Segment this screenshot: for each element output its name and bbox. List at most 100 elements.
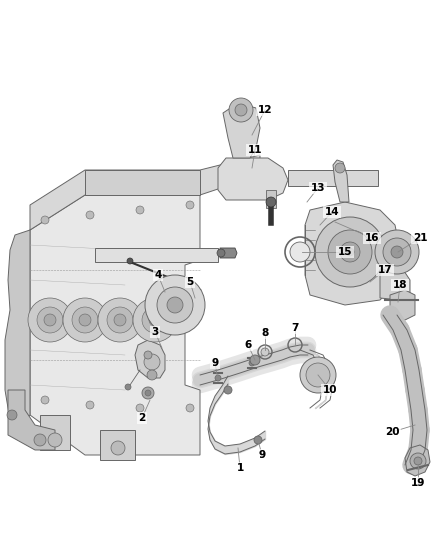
Circle shape bbox=[147, 370, 157, 380]
Circle shape bbox=[217, 249, 225, 257]
Text: 14: 14 bbox=[325, 207, 339, 217]
Circle shape bbox=[98, 298, 142, 342]
Text: 15: 15 bbox=[338, 247, 352, 257]
Polygon shape bbox=[135, 340, 165, 378]
Text: 8: 8 bbox=[261, 328, 268, 338]
Text: 20: 20 bbox=[385, 427, 399, 437]
Circle shape bbox=[249, 360, 255, 366]
Circle shape bbox=[28, 298, 72, 342]
Text: 10: 10 bbox=[323, 385, 337, 395]
Text: 11: 11 bbox=[248, 145, 262, 155]
Circle shape bbox=[167, 297, 183, 313]
Circle shape bbox=[186, 404, 194, 412]
Text: 16: 16 bbox=[365, 233, 379, 243]
Circle shape bbox=[254, 436, 262, 444]
Text: 13: 13 bbox=[311, 183, 325, 193]
Circle shape bbox=[250, 355, 260, 365]
Polygon shape bbox=[405, 445, 430, 476]
Text: 9: 9 bbox=[258, 450, 265, 460]
Circle shape bbox=[136, 404, 144, 412]
Polygon shape bbox=[5, 230, 30, 430]
Circle shape bbox=[266, 197, 276, 207]
Circle shape bbox=[136, 206, 144, 214]
Circle shape bbox=[229, 98, 253, 122]
Circle shape bbox=[86, 401, 94, 409]
Text: 9: 9 bbox=[212, 358, 219, 368]
Text: 9: 9 bbox=[212, 358, 219, 368]
Circle shape bbox=[133, 298, 177, 342]
Text: 2: 2 bbox=[138, 413, 145, 423]
Circle shape bbox=[149, 314, 161, 326]
Circle shape bbox=[375, 230, 419, 274]
Text: 4: 4 bbox=[154, 270, 162, 280]
Text: 18: 18 bbox=[393, 280, 407, 290]
Text: 3: 3 bbox=[152, 327, 159, 337]
Circle shape bbox=[145, 390, 151, 396]
Text: 19: 19 bbox=[411, 478, 425, 488]
Text: 2: 2 bbox=[138, 413, 145, 423]
Polygon shape bbox=[380, 265, 410, 300]
Circle shape bbox=[383, 238, 411, 266]
Polygon shape bbox=[8, 390, 55, 450]
Circle shape bbox=[111, 441, 125, 455]
Polygon shape bbox=[305, 202, 400, 305]
Circle shape bbox=[72, 307, 98, 333]
Circle shape bbox=[142, 307, 168, 333]
Polygon shape bbox=[390, 290, 415, 320]
Circle shape bbox=[48, 433, 62, 447]
Circle shape bbox=[41, 396, 49, 404]
Circle shape bbox=[335, 163, 345, 173]
Text: 21: 21 bbox=[413, 233, 427, 243]
Text: 3: 3 bbox=[152, 327, 159, 337]
Polygon shape bbox=[220, 248, 237, 258]
Text: 21: 21 bbox=[413, 233, 427, 243]
Text: 10: 10 bbox=[323, 385, 337, 395]
Text: 17: 17 bbox=[378, 265, 392, 275]
Polygon shape bbox=[30, 195, 200, 455]
Polygon shape bbox=[288, 170, 378, 186]
Circle shape bbox=[41, 216, 49, 224]
Circle shape bbox=[145, 275, 205, 335]
Text: 4: 4 bbox=[154, 270, 162, 280]
Text: 16: 16 bbox=[365, 233, 379, 243]
Polygon shape bbox=[100, 430, 135, 460]
Circle shape bbox=[215, 375, 221, 381]
Text: 17: 17 bbox=[378, 265, 392, 275]
Circle shape bbox=[306, 363, 330, 387]
Circle shape bbox=[410, 453, 426, 469]
Text: 11: 11 bbox=[248, 145, 262, 155]
Polygon shape bbox=[333, 160, 349, 202]
Text: 1: 1 bbox=[237, 463, 244, 473]
Circle shape bbox=[340, 242, 360, 262]
Circle shape bbox=[235, 104, 247, 116]
Circle shape bbox=[224, 386, 232, 394]
Circle shape bbox=[315, 217, 385, 287]
Circle shape bbox=[37, 307, 63, 333]
Circle shape bbox=[125, 384, 131, 390]
Circle shape bbox=[127, 258, 133, 264]
Circle shape bbox=[346, 248, 354, 256]
Circle shape bbox=[157, 287, 193, 323]
Text: 9: 9 bbox=[258, 450, 265, 460]
Text: 1: 1 bbox=[237, 463, 244, 473]
Circle shape bbox=[86, 211, 94, 219]
Polygon shape bbox=[95, 248, 218, 262]
Text: 18: 18 bbox=[393, 280, 407, 290]
Text: 13: 13 bbox=[311, 183, 325, 193]
Circle shape bbox=[34, 434, 46, 446]
Polygon shape bbox=[85, 170, 200, 195]
Text: 15: 15 bbox=[338, 247, 352, 257]
Text: 5: 5 bbox=[187, 277, 194, 287]
Circle shape bbox=[328, 230, 372, 274]
Circle shape bbox=[290, 242, 310, 262]
Circle shape bbox=[144, 354, 160, 370]
Circle shape bbox=[63, 298, 107, 342]
Circle shape bbox=[142, 387, 154, 399]
Circle shape bbox=[186, 201, 194, 209]
Polygon shape bbox=[266, 190, 276, 208]
Polygon shape bbox=[40, 415, 70, 450]
Circle shape bbox=[261, 348, 269, 356]
Polygon shape bbox=[30, 155, 260, 230]
Text: 12: 12 bbox=[258, 105, 272, 115]
Text: 7: 7 bbox=[291, 323, 299, 333]
